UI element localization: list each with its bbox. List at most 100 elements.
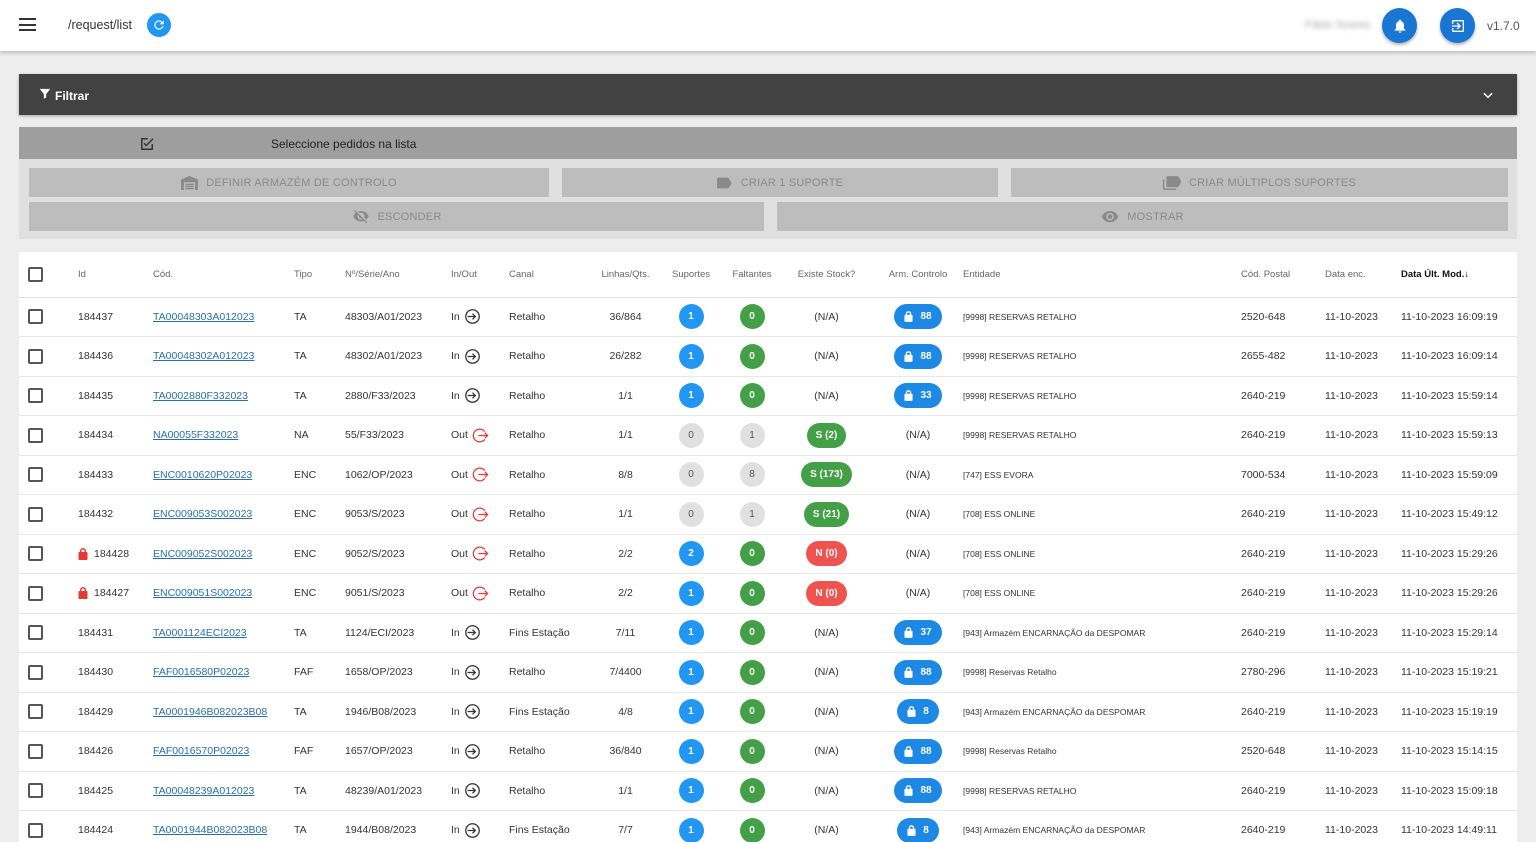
col-header-entidade[interactable]: Entidade [963, 252, 1241, 298]
table-row[interactable]: 184428 ENC009052S002023 ENC 9052/S/2023 Out R… [19, 534, 1517, 574]
missing-count-badge: 0 [739, 304, 765, 330]
inout-label: Out [451, 547, 468, 560]
chevron-down-icon[interactable] [1481, 88, 1495, 102]
request-code-link[interactable]: TA0001946B082023B08 [153, 705, 268, 718]
show-button[interactable]: MOSTRAR [777, 202, 1508, 231]
col-header-data-enc[interactable]: Data enc. [1325, 252, 1401, 298]
cell-nsa: 9053/S/2023 [345, 494, 451, 535]
cell-nsa: 9052/S/2023 [345, 534, 451, 574]
cell-tipo: TA [294, 771, 345, 811]
cell-stock: (N/A) [780, 692, 873, 732]
row-checkbox[interactable] [28, 388, 43, 404]
table-row[interactable]: 184430 FAF0016580P02023 FAF 1658/OP/2023 In R… [19, 652, 1517, 693]
logout-button[interactable] [1440, 8, 1475, 43]
col-header-inout[interactable]: In/Out [451, 252, 509, 298]
col-header-canal[interactable]: Canal [509, 252, 593, 298]
col-header-data-mod[interactable]: Data Últ. Mod.↓ [1401, 252, 1517, 298]
cell-nsa: 48239/A01/2023 [345, 771, 451, 811]
table-row[interactable]: 184424 TA0001944B082023B08 TA 1944/B08/2023… [19, 810, 1517, 842]
row-checkbox[interactable] [28, 664, 43, 680]
col-header-cp[interactable]: Cód. Postal [1241, 252, 1325, 298]
control-warehouse-badge[interactable]: 88 [894, 778, 942, 804]
hide-button[interactable]: ESCONDER [29, 202, 764, 231]
col-header-stock[interactable]: Existe Stock? [780, 252, 873, 298]
request-code-link[interactable]: ENC0010620P02023 [153, 468, 253, 481]
cell-id: 184434 [78, 415, 153, 456]
table-row[interactable]: 184427 ENC009051S002023 ENC 9051/S/2023 Out R… [19, 573, 1517, 614]
control-warehouse-badge[interactable]: 33 [894, 383, 942, 409]
row-checkbox[interactable] [28, 348, 43, 364]
table-row[interactable]: 184432 ENC009053S002023 ENC 9053/S/2023 Out R… [19, 494, 1517, 535]
col-header-arm[interactable]: Arm. Controlo [873, 252, 963, 298]
table-row[interactable]: 184435 TA0002880F332023 TA 2880/F33/2023 In R… [19, 376, 1517, 416]
cell-arm: (N/A) [873, 415, 963, 456]
col-header-nsa[interactable]: Nº/Série/Ano [345, 252, 451, 298]
bell-icon [1394, 19, 1405, 33]
cell-id: 184431 [78, 613, 153, 653]
control-warehouse-badge[interactable]: 88 [894, 343, 942, 369]
row-checkbox[interactable] [28, 585, 43, 601]
control-warehouse-badge[interactable]: 8 [897, 817, 939, 842]
cell-data-mod: 11-10-2023 15:59:09 [1401, 455, 1517, 495]
row-checkbox[interactable] [28, 704, 43, 720]
col-header-faltantes[interactable]: Faltantes [724, 252, 780, 298]
row-checkbox[interactable] [28, 822, 43, 838]
request-code-link[interactable]: TA0001944B082023B08 [153, 824, 268, 837]
cell-nsa: 1944/B08/2023 [345, 810, 451, 842]
row-checkbox[interactable] [28, 546, 43, 562]
table-row[interactable]: 184431 TA0001124ECI2023 TA 1124/ECI/2023 In F… [19, 613, 1517, 653]
row-checkbox[interactable] [28, 743, 43, 759]
request-code-link[interactable]: FAF0016570P02023 [153, 745, 250, 758]
control-warehouse-badge[interactable]: 88 [894, 659, 942, 685]
request-code-link[interactable]: NA00055F332023 [153, 429, 239, 442]
menu-icon[interactable] [19, 18, 36, 31]
request-code-link[interactable]: FAF0016580P02023 [153, 666, 250, 679]
define-control-warehouse-button[interactable]: DEFINIR ARMAZÉM DE CONTROLO [29, 168, 549, 197]
select-all-checkbox[interactable] [28, 266, 43, 282]
request-code-link[interactable]: TA0001124ECI2023 [153, 626, 247, 639]
control-warehouse-badge[interactable]: 88 [894, 304, 942, 330]
table-row[interactable]: 184429 TA0001946B082023B08 TA 1946/B08/2023… [19, 692, 1517, 732]
row-checkbox[interactable] [28, 506, 43, 522]
control-warehouse-code: 37 [920, 627, 932, 639]
row-checkbox[interactable] [28, 309, 43, 325]
request-code-link[interactable]: ENC009053S002023 [153, 508, 253, 521]
request-code-link[interactable]: TA00048302A012023 [153, 350, 255, 363]
row-checkbox[interactable] [28, 467, 43, 483]
login-icon [464, 783, 480, 799]
cell-data-enc: 11-10-2023 [1325, 534, 1401, 574]
request-code-link[interactable]: TA0002880F332023 [153, 389, 248, 402]
col-header-suportes[interactable]: Suportes [658, 252, 724, 298]
refresh-button[interactable] [147, 13, 171, 37]
control-warehouse-badge[interactable]: 37 [894, 620, 942, 646]
create-multiple-supports-button[interactable]: CRIAR MÚLTIPLOS SUPORTES [1011, 168, 1508, 197]
cell-inout: In [451, 376, 509, 416]
create-one-support-button[interactable]: CRIAR 1 SUPORTE [562, 168, 998, 197]
table-row[interactable]: 184426 FAF0016570P02023 FAF 1657/OP/2023 In R… [19, 731, 1517, 772]
table-row[interactable]: 184436 TA00048302A012023 TA 48302/A01/2023 I… [19, 336, 1517, 377]
table-row[interactable]: 184425 TA00048239A012023 TA 48239/A01/2023 I… [19, 771, 1517, 811]
inout-label: Out [451, 508, 468, 521]
cell-linhas: 1/1 [593, 494, 658, 535]
table-row[interactable]: 184433 ENC0010620P02023 ENC 1062/OP/2023 Out… [19, 455, 1517, 495]
control-warehouse-badge[interactable]: 88 [894, 738, 942, 764]
row-checkbox[interactable] [28, 427, 43, 443]
table-row[interactable]: 184434 NA00055F332023 NA 55/F33/2023 Out Reta… [19, 415, 1517, 456]
row-checkbox[interactable] [28, 783, 43, 799]
request-code-link[interactable]: TA00048303A012023 [153, 310, 255, 323]
col-header-linhas[interactable]: Linhas/Qts. [593, 252, 658, 298]
col-header-tipo[interactable]: Tipo [294, 252, 345, 298]
request-code-link[interactable]: ENC009052S002023 [153, 547, 253, 560]
control-warehouse-badge[interactable]: 8 [897, 699, 939, 725]
row-checkbox[interactable] [28, 625, 43, 641]
table-row[interactable]: 184437 TA00048303A012023 TA 48303/A01/2023 I… [19, 297, 1517, 337]
col-header-cod[interactable]: Cód. [153, 252, 294, 298]
cell-data-mod: 11-10-2023 15:09:18 [1401, 771, 1517, 811]
request-code-link[interactable]: TA00048239A012023 [153, 784, 255, 797]
cell-cp: 2655-482 [1241, 336, 1325, 377]
col-header-id[interactable]: Id [78, 252, 153, 298]
cell-stock: (N/A) [780, 810, 873, 842]
filter-panel-header[interactable]: Filtrar [19, 74, 1517, 115]
notifications-button[interactable] [1382, 8, 1417, 43]
request-code-link[interactable]: ENC009051S002023 [153, 587, 253, 600]
